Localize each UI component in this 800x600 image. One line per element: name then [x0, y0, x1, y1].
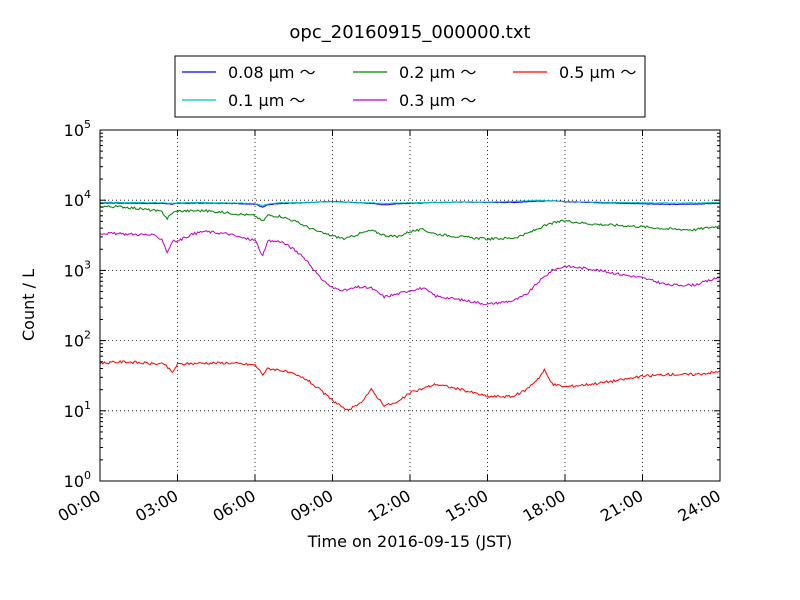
- legend-label-4: 0.5 μm ～: [559, 63, 636, 82]
- axis-ticks: [99, 129, 721, 482]
- y-tick-label: 104: [64, 188, 91, 210]
- x-axis-label: Time on 2016-09-15 (JST): [307, 532, 512, 551]
- legend-label-3: 0.3 μm ～: [399, 91, 476, 110]
- y-tick-label: 102: [64, 329, 91, 351]
- series-line-0: [99, 200, 721, 208]
- y-tick-label: 105: [64, 118, 91, 140]
- series-line-4: [99, 360, 721, 411]
- y-tick-label: 101: [64, 399, 91, 421]
- legend-label-1: 0.1 μm ～: [228, 91, 305, 110]
- chart-title: opc_20160915_000000.txt: [289, 22, 530, 43]
- legend-box: [174, 55, 646, 118]
- series-layer: [99, 199, 721, 411]
- legend-label-0: 0.08 μm ～: [228, 63, 316, 82]
- legend: 0.08 μm ～ 0.1 μm ～ 0.2 μm ～ 0.3 μm ～ 0.5 μm …: [174, 55, 646, 118]
- legend-label-2: 0.2 μm ～: [399, 63, 476, 82]
- y-axis-label: Count / L: [19, 269, 38, 341]
- series-line-1: [99, 199, 721, 206]
- y-tick-label: 103: [64, 258, 91, 280]
- y-tick-labels: 100 101 102 103 104 105: [64, 118, 91, 491]
- series-line-2: [99, 204, 720, 241]
- series-line-3: [99, 229, 721, 306]
- grid: [100, 130, 720, 481]
- legend-items: 0.08 μm ～ 0.1 μm ～ 0.2 μm ～ 0.3 μm ～ 0.5 μm …: [182, 63, 636, 110]
- y-tick-label: 100: [64, 469, 91, 491]
